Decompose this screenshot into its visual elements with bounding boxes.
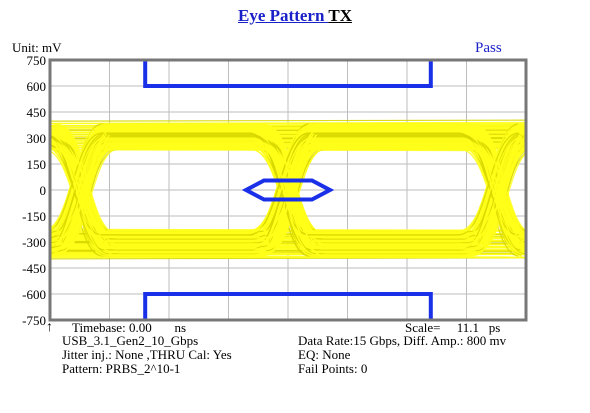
chart-title-main: Eye Pattern (238, 6, 329, 25)
y-tick-label: 750 (26, 53, 47, 68)
eye-trace-low (50, 228, 526, 231)
eye-trace-falling (249, 132, 519, 236)
scale-unit: ps (488, 320, 501, 335)
eye-trace-rising (259, 147, 526, 253)
y-tick-label: -750 (22, 313, 46, 328)
eye-trace-rising (262, 126, 526, 250)
chart-title-tx: TX (328, 6, 352, 25)
pass-status: Pass (475, 40, 502, 56)
eye-trace-low (50, 256, 526, 259)
eye-trace-falling (257, 143, 526, 245)
info-left-line-2: Pattern: PRBS_2^10-1 (62, 361, 181, 376)
timebase-readout: Timebase: 0.00 ns (72, 321, 186, 334)
y-tick-label: 150 (26, 157, 47, 172)
y-tick-label: -600 (22, 287, 46, 302)
eye-trace-falling (255, 142, 526, 256)
info-left-line-0: USB_3.1_Gen2_10_Gbps (62, 333, 199, 348)
eye-trace-rising (255, 142, 526, 256)
scale-readout: Scale= 11.1 ps (405, 321, 500, 334)
inner-eye-mask (241, 178, 335, 202)
y-tick-label: -150 (22, 209, 46, 224)
plot-frame (48, 58, 528, 322)
unit-label: Unit: mV (12, 40, 62, 55)
timebase-value: 0.00 (128, 320, 152, 335)
timebase-unit: ns (174, 320, 187, 335)
y-tick-label: 600 (26, 79, 47, 94)
eye-trace-rising (254, 138, 525, 248)
eye-trace-rising (251, 133, 521, 251)
info-right-line-1: EQ: None (298, 347, 351, 362)
scale-label: Scale= (405, 320, 441, 335)
y-tick-label: 0 (39, 183, 47, 198)
eye-trace-falling (262, 126, 526, 250)
eye-trace-rising (266, 128, 526, 254)
info-left-line-1: Jitter inj.: None ,THRU Cal: Yes (62, 347, 232, 362)
upper-mask (143, 60, 433, 88)
info-right-line-2: Fail Points: 0 (298, 361, 368, 376)
chart-title: Eye Pattern TX (0, 6, 590, 26)
eye-trace-rising (249, 132, 519, 236)
eye-traces (50, 119, 526, 260)
eye-trace-high (50, 119, 526, 122)
scale-value: 11.1 (456, 320, 480, 335)
y-tick-label: 300 (26, 131, 47, 146)
axis-origin-arrow-icon: ↑ (46, 320, 53, 335)
y-tick-label: 450 (26, 105, 47, 120)
timebase-label: Timebase: (72, 320, 126, 335)
lower-mask (143, 292, 433, 320)
y-tick-label: -300 (22, 235, 46, 250)
eye-trace-falling (259, 147, 526, 253)
y-tick-label: -450 (22, 261, 46, 276)
eye-trace-rising (252, 137, 523, 233)
info-right-line-0: Data Rate:15 Gbps, Diff. Amp.: 800 mv (298, 333, 507, 348)
eye-trace-falling (264, 127, 526, 239)
